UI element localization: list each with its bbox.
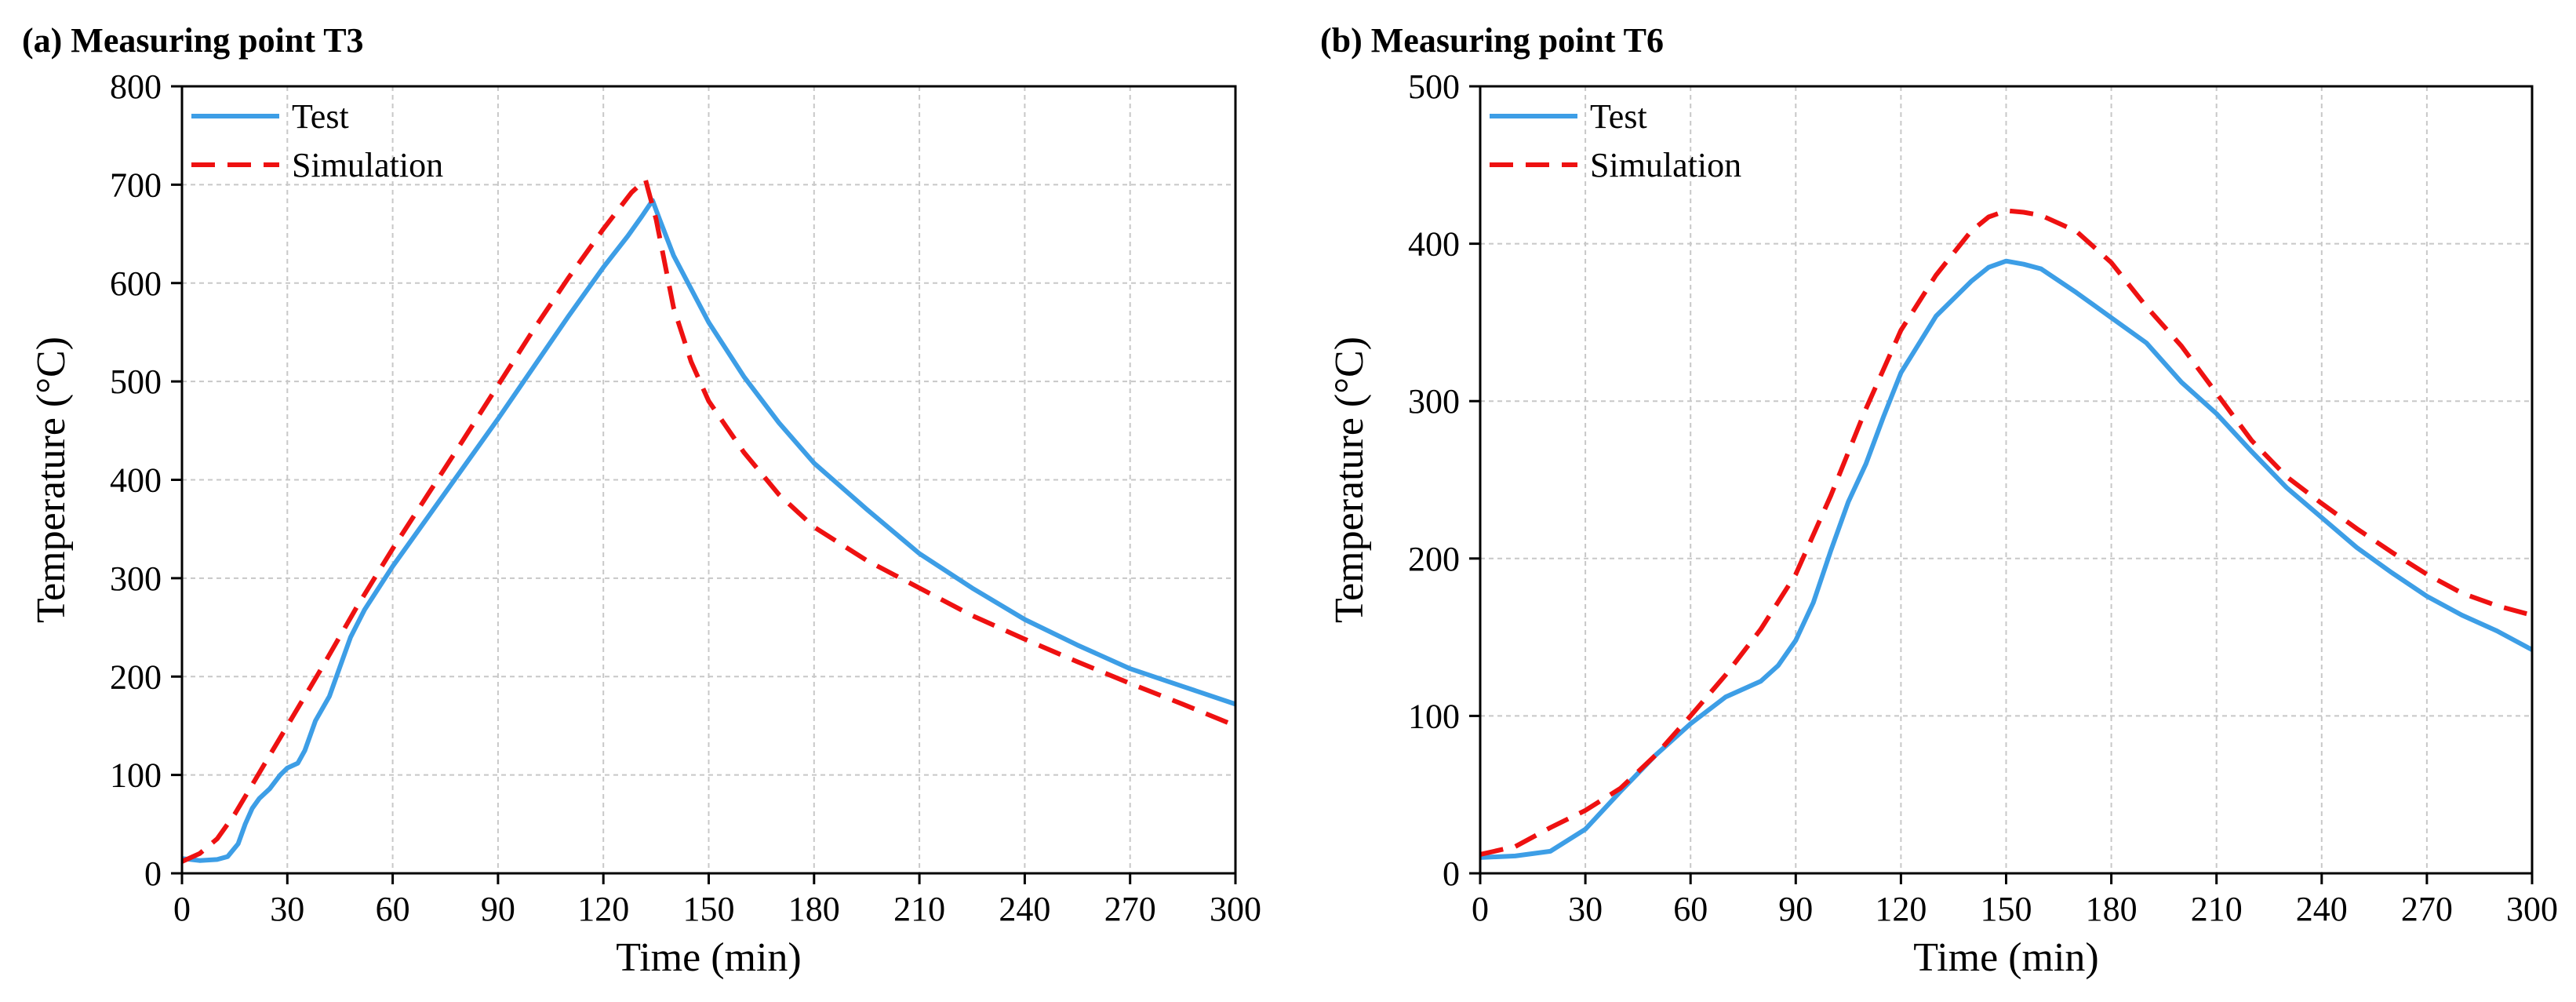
panel-a-x-axis-label: Time (min) (616, 935, 801, 980)
panel-b-y-tick-label: 400 (1408, 225, 1460, 264)
panel-a-x-tick-label: 180 (788, 890, 840, 928)
panel-a-x-tick-label: 120 (577, 890, 629, 928)
panel-a-x-tick-label: 30 (270, 890, 304, 928)
panel-a-y-tick-label: 800 (110, 67, 162, 106)
panel-b-title: (b) Measuring point T6 (1320, 21, 1664, 60)
panel-a-x-tick-label: 210 (893, 890, 945, 928)
panel-b-legend: Test Simulation (1490, 97, 1741, 184)
panel-a-y-tick-label: 0 (144, 854, 162, 893)
panel-b-y-tick-label: 200 (1408, 540, 1460, 578)
panel-b-series-test-line (1479, 258, 2534, 860)
panel-b-x-tick-label: 150 (1981, 890, 2032, 928)
panel-b-legend-test-label: Test (1590, 97, 1647, 136)
panel-a-y-axis-label: Temperature (°C) (29, 337, 74, 623)
panel-b-x-tick-label: 180 (2086, 890, 2138, 928)
panel-a-y-tick-label: 400 (110, 461, 162, 500)
panel-b-x-tick-label: 0 (1472, 890, 1489, 928)
panel-b-y-tick-label: 500 (1408, 67, 1460, 106)
panel-b-y-tick-label: 0 (1443, 854, 1460, 893)
panel-b-x-tick-label: 300 (2506, 890, 2558, 928)
panel-b-y-tick-label: 300 (1408, 382, 1460, 421)
panel-a-x-tick-label: 240 (999, 890, 1050, 928)
panel-b-x-tick-label: 60 (1673, 890, 1708, 928)
panel-a-y-tick-label: 200 (110, 658, 162, 696)
panel-a-legend-simulation-label: Simulation (292, 146, 443, 184)
panel-a-x-tick-label: 0 (173, 890, 191, 928)
panel-a-legend-test-label: Test (292, 97, 349, 136)
panel-a-title: (a) Measuring point T3 (22, 21, 364, 60)
panel-a-y-tick-label: 600 (110, 264, 162, 303)
panel-b-x-tick-label: 270 (2401, 890, 2453, 928)
panel-b-x-tick-label: 120 (1875, 890, 1927, 928)
panel-b-series-simulation-line (1479, 208, 2533, 857)
panel-b-x-tick-label: 240 (2296, 890, 2348, 928)
panel-a-x-tick-label: 300 (1210, 890, 1261, 928)
panel-b-x-tick-label: 30 (1568, 890, 1603, 928)
panel-a-series-simulation-line (180, 177, 1237, 864)
panel-a: (a) Measuring point T3 0 30 60 90 120 150 180 2… (22, 21, 1261, 980)
panel-a-y-tick-label: 700 (110, 166, 162, 204)
panel-b-x-tick-label: 210 (2191, 890, 2243, 928)
panel-b-y-tick-label: 100 (1408, 697, 1460, 735)
panel-b: (b) Measuring point T6 0 30 60 90 120 150 180 2… (1320, 21, 2558, 980)
panel-a-y-tick-label: 500 (110, 363, 162, 401)
panel-a-y-tick-label: 100 (110, 756, 162, 795)
panel-a-x-tick-label: 150 (683, 890, 735, 928)
panel-b-x-tick-label: 90 (1778, 890, 1813, 928)
panel-a-x-tick-label: 270 (1104, 890, 1156, 928)
panel-a-legend: Test Simulation (191, 97, 443, 184)
panel-a-x-tick-label: 60 (376, 890, 410, 928)
panel-b-x-axis-label: Time (min) (1913, 935, 2098, 980)
panel-a-y-tick-label: 300 (110, 559, 162, 598)
panel-b-y-axis-label: Temperature (°C) (1327, 337, 1372, 623)
panel-a-x-tick-label: 90 (481, 890, 515, 928)
panel-b-legend-simulation-label: Simulation (1590, 146, 1741, 184)
panel-a-series-test-line (181, 198, 1236, 863)
